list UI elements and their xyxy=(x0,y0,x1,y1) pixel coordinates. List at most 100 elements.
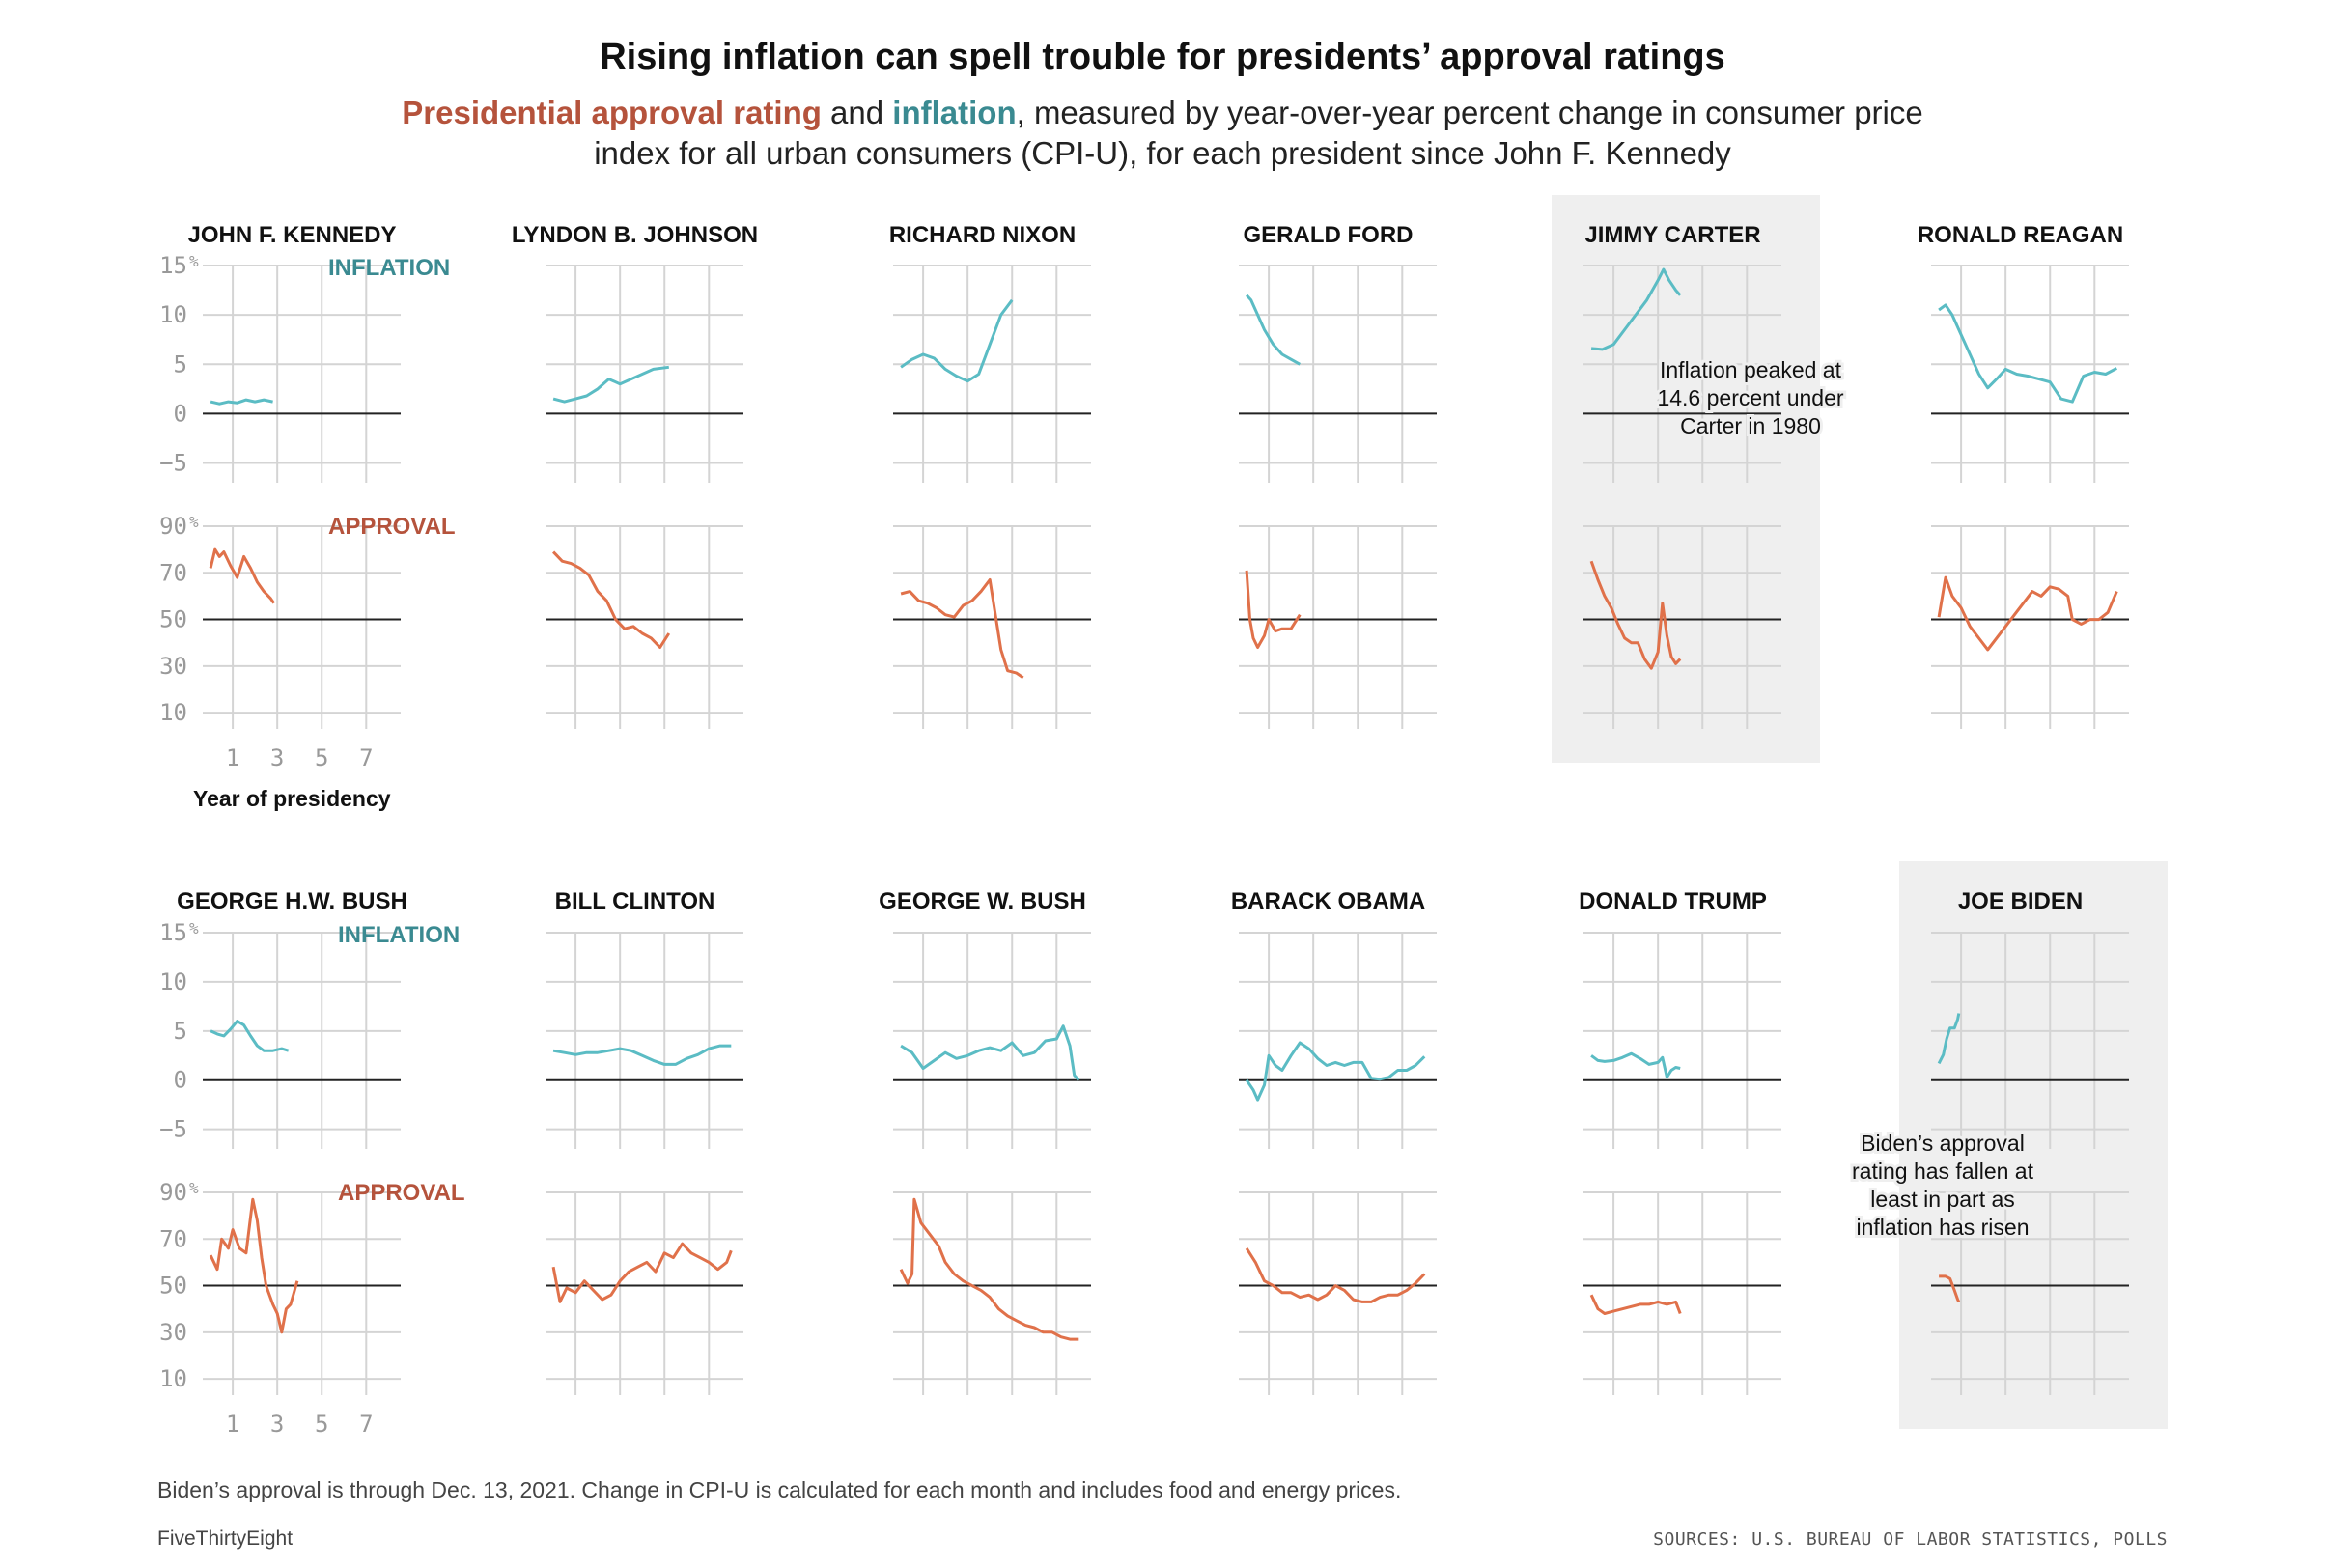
approval-series-label: APPROVAL xyxy=(338,1180,465,1206)
approval-series-line xyxy=(1939,1274,1961,1303)
inflation-series-line xyxy=(552,1044,732,1066)
inflation-series-line xyxy=(1937,1013,1961,1065)
president-panel: RONALD REAGAN xyxy=(1918,222,2129,729)
approval-tick-label: 70 xyxy=(159,559,187,586)
biden-annotation-line: rating has fallen at xyxy=(1852,1159,2034,1184)
president-panel: JIMMY CARTER xyxy=(1552,195,1820,763)
inflation-tick-label: 5 xyxy=(174,1018,187,1045)
approval-series-line xyxy=(1589,1294,1682,1315)
biden-annotation-line: least in part as xyxy=(1870,1187,2015,1212)
approval-series-line xyxy=(552,550,671,649)
inflation-series-line xyxy=(552,365,669,404)
inflation-tick-label: −5 xyxy=(159,450,187,477)
x-tick-label: 7 xyxy=(359,1411,373,1438)
approval-series-line xyxy=(1245,1247,1426,1303)
x-tick-label: 5 xyxy=(315,744,328,771)
president-name: BARACK OBAMA xyxy=(1231,888,1425,914)
highlight-background xyxy=(1552,195,1820,763)
president-panel: JOE BIDEN xyxy=(1899,861,2168,1429)
approval-tick-label: 50 xyxy=(159,606,187,633)
carter-annotation-line: Carter in 1980 xyxy=(1680,413,1821,438)
x-tick-label: 1 xyxy=(226,744,239,771)
inflation-tick-label: 10 xyxy=(159,968,187,995)
x-tick-label: 7 xyxy=(359,744,373,771)
approval-series-line xyxy=(900,578,1024,680)
inflation-series-line xyxy=(900,1024,1080,1081)
biden-annotation-line: Biden’s approval xyxy=(1861,1131,2025,1156)
approval-tick-unit: % xyxy=(189,1179,199,1197)
approval-series-line xyxy=(1245,570,1302,649)
president-name: JIMMY CARTER xyxy=(1584,222,1760,248)
inflation-tick-label: 15 xyxy=(159,919,187,946)
approval-tick-label: 50 xyxy=(159,1273,187,1300)
president-name: LYNDON B. JOHNSON xyxy=(512,222,758,248)
chart-title: Rising inflation can spell trouble for p… xyxy=(600,37,1725,77)
approval-series-line xyxy=(1937,575,2118,652)
subtitle-and: and xyxy=(821,95,893,130)
approval-series-line xyxy=(1589,560,1682,670)
inflation-tick-label: 10 xyxy=(159,301,187,328)
highlight-background xyxy=(1899,861,2168,1429)
approval-tick-label: 10 xyxy=(159,699,187,726)
carter-annotation-line: 14.6 percent under xyxy=(1657,385,1843,410)
carter-annotation-line: Inflation peaked at xyxy=(1660,357,1842,382)
subtitle-rest: , measured by year-over-year percent cha… xyxy=(1016,95,1923,130)
approval-tick-label: 70 xyxy=(159,1225,187,1252)
president-panel: DONALD TRUMP xyxy=(1579,888,1781,1395)
inflation-series-line xyxy=(900,298,1014,383)
president-panel: BARACK OBAMA xyxy=(1231,888,1437,1395)
inflation-series-label: INFLATION xyxy=(338,922,460,948)
approval-tick-label: 10 xyxy=(159,1365,187,1392)
inflation-tick-label: 5 xyxy=(174,350,187,378)
inflation-series-line xyxy=(1245,1041,1426,1102)
president-name: DONALD TRUMP xyxy=(1579,888,1767,914)
approval-series-line xyxy=(209,1197,299,1334)
inflation-series-line xyxy=(1938,303,2118,404)
president-name: JOHN F. KENNEDY xyxy=(187,222,396,248)
president-name: BILL CLINTON xyxy=(555,888,715,914)
inflation-tick-label: 0 xyxy=(174,1067,187,1094)
x-tick-label: 1 xyxy=(226,1411,239,1438)
inflation-tick-label: 15 xyxy=(159,252,187,279)
x-axis-title: Year of presidency xyxy=(193,786,391,811)
approval-tick-label: 30 xyxy=(159,1319,187,1346)
president-panel: GEORGE W. BUSH xyxy=(879,888,1091,1395)
president-name: RONALD REAGAN xyxy=(1918,222,2123,248)
president-panel: BILL CLINTON xyxy=(546,888,743,1395)
president-panel: LYNDON B. JOHNSON xyxy=(512,222,758,729)
approval-series-label: APPROVAL xyxy=(328,514,456,540)
subtitle-inflation-label: inflation xyxy=(892,95,1017,130)
x-tick-label: 3 xyxy=(270,744,284,771)
subtitle-line-2: index for all urban consumers (CPI-U), f… xyxy=(594,135,1731,171)
inflation-tick-label: −5 xyxy=(159,1116,187,1143)
president-name: GERALD FORD xyxy=(1244,222,1414,248)
x-tick-label: 3 xyxy=(270,1411,284,1438)
approval-tick-label: 90 xyxy=(159,513,187,540)
inflation-tick-unit: % xyxy=(189,919,199,938)
inflation-series-line xyxy=(1590,267,1682,351)
president-name: JOE BIDEN xyxy=(1958,888,2083,914)
president-name: RICHARD NIXON xyxy=(889,222,1076,248)
approval-series-line xyxy=(899,1197,1079,1341)
president-panel: GERALD FORD xyxy=(1239,222,1437,729)
subtitle-line-1: Presidential approval rating and inflati… xyxy=(290,93,2035,133)
inflation-series-line xyxy=(210,1020,290,1052)
x-tick-label: 5 xyxy=(315,1411,328,1438)
inflation-series-line xyxy=(210,398,273,406)
approval-series-line xyxy=(551,1242,733,1303)
subtitle-approval-label: Presidential approval rating xyxy=(402,95,822,130)
chart-subtitle: Presidential approval rating and inflati… xyxy=(290,93,2035,174)
president-name: GEORGE H.W. BUSH xyxy=(177,888,407,914)
president-panel: RICHARD NIXON xyxy=(889,222,1091,729)
president-name: GEORGE W. BUSH xyxy=(879,888,1086,914)
inflation-tick-unit: % xyxy=(189,252,199,270)
inflation-series-label: INFLATION xyxy=(328,255,450,281)
sources: SOURCES: U.S. BUREAU OF LABOR STATISTICS… xyxy=(1653,1529,2168,1550)
approval-tick-label: 30 xyxy=(159,653,187,680)
biden-annotation-line: inflation has risen xyxy=(1857,1215,2030,1240)
footnote: Biden’s approval is through Dec. 13, 202… xyxy=(157,1477,1402,1502)
inflation-series-line xyxy=(1590,1051,1681,1079)
